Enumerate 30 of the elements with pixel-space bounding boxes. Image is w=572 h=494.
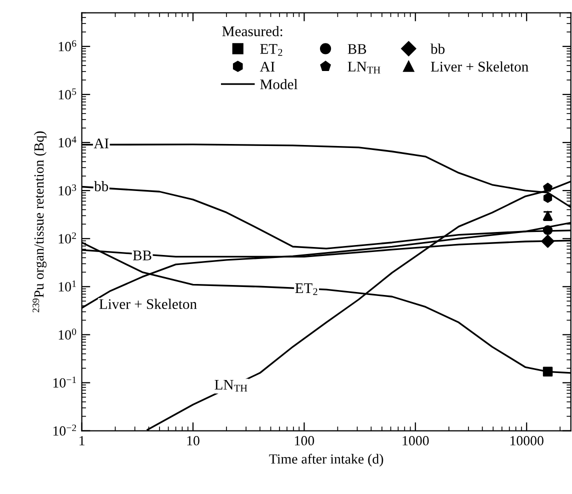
legend-label: AI [260,62,275,72]
annotation: AI [94,138,109,148]
annotation: bb [94,181,108,192]
x-tick-label: 1000 [402,436,429,446]
legend-label: ET$_{2}$ [260,44,282,56]
legend-label: bb [430,44,445,54]
x-axis-title: Time after intake (d) [269,454,384,467]
x-tick-label: 100 [295,436,314,446]
y-tick-label: 10$^{2}$ [58,232,76,244]
y-tick-label: 10$^{4}$ [58,136,76,148]
legend-title: Measured: [222,26,282,36]
legend-label: Model [260,79,298,90]
annotation: ET$_{2}$ [295,283,318,295]
y-tick-label: 10$^{6}$ [58,40,76,52]
x-tick-label: 1 [80,436,84,446]
x-tick-label: 10 [187,436,200,446]
y-tick-label: 10$^{−2}$ [53,424,76,436]
y-tick-label: 10$^{5}$ [58,88,76,100]
y-tick-label: 10$^{3}$ [58,184,76,196]
annotation: BB [132,250,152,260]
x-tick-label: 10000 [510,436,544,446]
y-tick-label: 10$^{1}$ [58,280,76,292]
legend-label: LN$_{TH}$ [348,62,380,74]
legend-label: Liver + Skeleton [430,61,528,72]
annotation: LN$_{TH}$ [214,380,248,392]
y-tick-label: 10$^{0}$ [58,328,76,340]
y-axis-title: $^{239}$Pu organ/tissue retention (Bq) [32,131,47,312]
legend-label: BB [348,44,366,54]
y-tick-label: 10$^{−1}$ [53,376,76,388]
annotation: Liver + Skeleton [99,298,197,310]
